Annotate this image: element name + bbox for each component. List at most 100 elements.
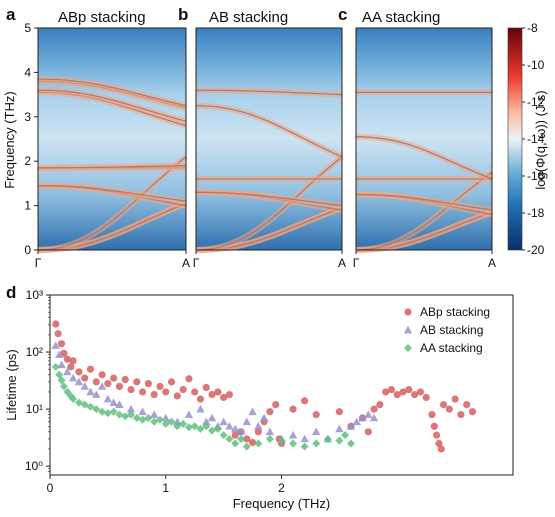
data-point [179,385,187,394]
colorbar [507,27,523,251]
data-point [133,378,141,386]
data-point [208,390,216,399]
data-point [266,408,274,416]
panel-frame [195,27,343,251]
band-line [195,156,343,251]
data-point [243,435,251,443]
chart-title-b: AB stacking [209,9,288,26]
data-point [225,422,234,430]
legend-label: AB stacking [420,323,483,337]
heatmap-background [196,28,342,250]
x-axis-label: Frequency (THz) [233,496,331,511]
data-point [190,422,199,431]
data-point [437,445,445,453]
data-point [109,407,118,416]
data-point [110,374,118,382]
x-tick-label: Γ [193,256,200,270]
data-point [346,422,356,430]
y-tick-label: 10⁰ [25,459,43,473]
data-point [220,393,228,402]
data-point [109,398,118,406]
data-point [433,431,441,439]
x-tick-label: 2 [278,481,285,495]
data-point [173,392,181,400]
band-line [37,78,187,107]
series-aa-stacking [51,362,355,451]
data-point [265,434,274,443]
y-tick-label: 3 [24,110,31,124]
data-point [312,439,321,448]
data-point [63,355,71,363]
data-point [254,422,263,430]
data-point [115,400,124,408]
data-point [191,388,199,396]
y-tick-label: 1 [24,199,31,213]
data-point [265,427,275,436]
data-point [335,436,344,445]
data-point [127,385,135,394]
data-point [149,410,159,418]
data-point [60,349,68,357]
data-point [173,422,182,431]
panel-label-a: a [6,5,16,24]
data-point [103,394,113,403]
data-point [399,388,407,396]
data-point [231,424,240,433]
data-point [167,378,176,386]
data-point [370,405,378,413]
data-point [248,407,257,416]
y-tick-label: 10² [26,345,43,359]
chart-title-a: ABp stacking [58,9,146,26]
data-point [236,427,246,436]
data-point [393,390,401,399]
data-point [202,383,210,392]
data-point [242,442,251,451]
y-tick-label: 4 [24,65,31,79]
data-point [139,388,147,396]
data-point [202,422,211,431]
data-point [74,377,84,386]
x-tick-label: Γ [353,256,360,270]
panel-label-b: b [178,5,188,24]
data-point [435,439,443,448]
band-line [195,89,343,95]
data-point [254,439,263,448]
y-axis-label-top: Frequency (THz) [2,91,17,189]
data-point [196,404,205,413]
data-point [51,362,60,371]
data-point [202,417,211,426]
data-point [463,400,471,409]
band-line [355,194,493,211]
data-point [468,408,477,416]
data-point [422,393,430,402]
data-point [173,417,182,426]
data-point [57,360,66,369]
data-point [208,426,217,435]
data-point [92,378,100,386]
data-point [439,400,448,409]
data-point [405,385,413,394]
data-point [51,341,60,349]
data-point [86,387,95,396]
data-point [55,350,64,359]
legend-marker [404,344,412,352]
series-ab-stacking [51,341,379,443]
y-tick-label: 10¹ [26,402,43,416]
band-line [195,191,343,206]
data-point [196,395,205,403]
data-point [67,363,75,371]
data-point [98,407,107,416]
data-point [312,427,321,436]
panel-frame [355,27,493,251]
data-point [54,330,62,338]
series-abp-stacking [52,320,477,453]
heatmap-background [38,28,186,250]
legend: ABp stacking AB stacking AA stacking [403,305,490,355]
legend-marker [404,308,412,316]
data-point [451,395,459,403]
data-point [248,438,257,447]
data-point [97,382,107,390]
data-point [301,397,309,405]
